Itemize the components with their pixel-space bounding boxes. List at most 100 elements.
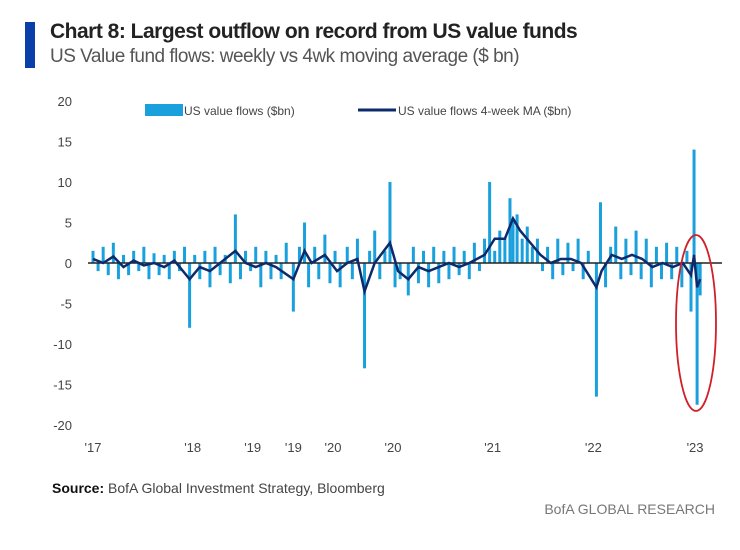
y-tick-label: -20	[53, 418, 72, 433]
flow-bar	[198, 263, 202, 280]
flow-bar	[213, 246, 217, 263]
y-tick-label: -10	[53, 337, 72, 352]
flow-bar	[368, 250, 372, 263]
flow-bar	[303, 222, 307, 263]
flow-bar	[193, 254, 197, 263]
x-tick-label: '19	[244, 440, 261, 455]
flow-bar	[269, 263, 273, 280]
flow-bar	[452, 246, 456, 263]
flow-bar	[695, 263, 699, 405]
flow-bar	[228, 263, 232, 284]
flow-bar	[520, 238, 524, 263]
flow-bar	[447, 263, 451, 280]
flow-bar	[422, 250, 426, 263]
chart-plot: 20 15 10 5 0 -5 -10 -15 -20 '17 '18 '19 '19 '20 '20 '21…	[53, 94, 722, 455]
flow-bar	[649, 263, 653, 288]
flow-bar	[511, 218, 515, 263]
flow-bar	[238, 263, 242, 280]
flow-bar	[634, 230, 638, 263]
flow-bar	[393, 263, 397, 288]
flow-bar	[551, 263, 555, 280]
flow-bar	[274, 254, 278, 263]
flow-bar	[106, 263, 110, 276]
flow-bar	[233, 214, 237, 263]
flow-bar	[411, 246, 415, 263]
flow-bar	[183, 246, 187, 263]
flow-bar	[665, 242, 669, 263]
flow-bar	[675, 246, 679, 263]
flow-bar	[654, 246, 658, 263]
y-tick-label: 0	[65, 256, 72, 271]
flow-bar	[388, 182, 392, 263]
flow-bar	[680, 263, 684, 288]
y-tick-label: 5	[65, 216, 72, 231]
flow-bar	[137, 263, 141, 272]
x-tick-label: '21	[484, 440, 501, 455]
flow-bar	[437, 263, 441, 284]
x-tick-label: '20	[385, 440, 402, 455]
flow-bar	[383, 250, 387, 263]
flow-bar	[162, 254, 166, 263]
flow-bar	[254, 246, 258, 263]
flow-bar	[488, 182, 492, 263]
x-tick-label: '23	[687, 440, 704, 455]
flow-bar	[670, 263, 674, 280]
flow-bar	[203, 250, 207, 263]
x-tick-label: '17	[85, 440, 102, 455]
flow-bar	[147, 263, 151, 280]
flow-bar	[503, 238, 507, 263]
flow-bar	[249, 263, 253, 272]
flow-bar	[546, 246, 550, 263]
flow-bar	[477, 263, 481, 272]
flow-bar	[338, 263, 342, 288]
flow-bar	[515, 214, 519, 263]
flow-bar	[259, 263, 263, 288]
flow-bar	[208, 263, 212, 288]
y-tick-label: -5	[60, 297, 72, 312]
flow-bar	[586, 250, 590, 263]
flow-bar	[398, 263, 402, 280]
y-tick-label: 20	[58, 94, 72, 109]
flow-bar	[323, 234, 327, 263]
x-tick-label: '20	[325, 440, 342, 455]
flow-bar	[350, 263, 354, 280]
flow-bar	[284, 242, 288, 263]
y-tick-label: -15	[53, 378, 72, 393]
flow-bar	[561, 263, 565, 276]
y-tick-label: 15	[58, 135, 72, 150]
flow-bar	[472, 242, 476, 263]
flow-bar	[483, 238, 487, 263]
flow-bar	[571, 263, 575, 272]
title-accent-bar	[25, 22, 35, 68]
flow-bar	[157, 263, 161, 276]
flow-bar	[333, 250, 337, 263]
flow-bar	[132, 250, 136, 263]
flow-bar	[508, 198, 512, 263]
flow-bar	[685, 250, 689, 263]
chart-subtitle: US Value fund flows: weekly vs 4wk movin…	[50, 46, 520, 67]
chart-title: Chart 8: Largest outflow on record from …	[50, 20, 578, 43]
flow-bar	[467, 263, 471, 280]
flow-bar	[498, 230, 502, 263]
flow-bar	[373, 230, 377, 263]
flow-bar	[111, 242, 115, 263]
flow-bar	[594, 263, 598, 397]
source-label: Source:	[52, 480, 105, 496]
source-text: BofA Global Investment Strategy, Bloombe…	[108, 480, 385, 496]
flow-bar	[355, 238, 359, 263]
x-tick-label: '19	[285, 440, 302, 455]
record-outflow-annotation	[675, 234, 717, 412]
x-tick-label: '22	[585, 440, 602, 455]
flow-bar	[91, 250, 95, 263]
flow-bar	[142, 246, 146, 263]
flow-bar	[378, 263, 382, 280]
flow-bar	[644, 238, 648, 263]
flow-bar	[116, 263, 120, 280]
flow-bar	[614, 226, 618, 263]
flow-bar	[604, 263, 608, 288]
flow-bar	[101, 246, 105, 263]
flow-bar	[556, 238, 560, 263]
flow-bar	[619, 263, 623, 280]
flow-bar	[122, 254, 126, 263]
